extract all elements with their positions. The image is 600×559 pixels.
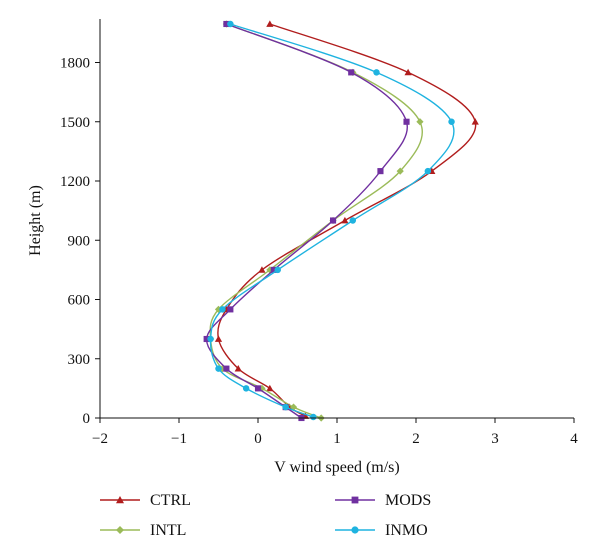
data-point [266,20,274,27]
x-tick-label: 3 [491,431,499,447]
x-tick-label: −2 [92,431,108,447]
data-point [310,413,317,421]
data-point [116,496,124,504]
data-point [403,118,410,125]
x-tick-label: −1 [171,431,187,447]
data-point [214,335,223,342]
data-point [116,526,124,534]
y-axis-title: Height (m) [27,185,44,256]
legend-item-ctrl: CTRL [100,492,191,509]
data-point [266,384,274,392]
data-point [223,365,230,372]
x-axis-title: V wind speed (m/s) [274,459,399,476]
data-point [348,69,355,76]
data-point [215,365,222,372]
legend-label: INMO [385,522,428,539]
legend-label: INTL [150,522,186,539]
data-point [341,216,349,224]
y-tick-label: 900 [68,233,91,249]
y-axis-ticks: 0 300 600 900 1200 1500 1800 [60,56,100,427]
data-point [351,526,359,534]
legend-item-mods: MODS [335,492,431,509]
y-tick-label: 1200 [60,174,90,190]
data-point [270,266,277,273]
x-tick-label: 4 [570,431,578,447]
plot-area [203,20,479,422]
data-point [234,365,242,372]
data-point [396,167,404,175]
data-point [203,335,210,343]
data-point [448,118,455,125]
series-line [209,23,423,419]
y-tick-label: 300 [68,352,91,368]
data-point [424,167,432,175]
data-point [282,403,289,411]
y-tick-label: 1500 [60,115,90,131]
legend-label: MODS [385,492,431,509]
y-tick-label: 0 [83,411,91,427]
data-point [223,20,230,28]
data-point [227,20,234,28]
data-point [416,118,424,126]
x-tick-label: 2 [412,431,420,447]
data-point [258,266,266,273]
data-point [404,68,412,76]
series-intl [207,20,424,422]
data-point [329,217,337,224]
legend-item-intl: INTL [100,522,186,539]
data-point [471,118,479,125]
legend-label: CTRL [150,492,191,509]
data-point [351,496,359,504]
axes [99,19,574,419]
data-point [377,168,384,175]
data-point [274,266,281,274]
data-point [349,217,357,224]
legend-item-inmo: INMO [335,522,428,539]
legend: CTRL INTL MODS INMO [100,492,431,539]
x-tick-label: 1 [333,431,341,447]
data-point [242,385,250,392]
data-point [254,385,262,392]
series-inmo [207,20,455,421]
series-line [217,23,477,417]
series-ctrl [214,20,479,419]
data-point [207,335,214,343]
y-tick-label: 600 [68,293,91,309]
data-point [219,306,226,313]
series-line [205,23,408,419]
x-axis-ticks: −2 −1 0 1 2 3 4 [92,418,578,447]
x-tick-label: 0 [254,431,262,447]
data-point [227,306,234,313]
series-mods [203,20,410,422]
data-point [373,69,380,76]
y-tick-label: 1800 [60,56,90,72]
